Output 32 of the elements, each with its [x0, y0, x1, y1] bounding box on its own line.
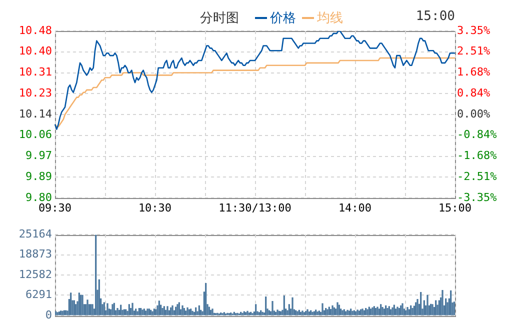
y-tick-label: 10.31 [18, 66, 52, 79]
y-tick-label: 9.97 [26, 149, 52, 162]
text: 15:00 [416, 9, 455, 24]
y-tick-label: 10.23 [18, 86, 52, 100]
y2-tick-label: 3.35% [457, 24, 490, 37]
y-tick-label: 0 [45, 308, 52, 322]
y-tick-label: 9.89 [26, 170, 52, 183]
chart-title: 分时图 [200, 10, 239, 27]
y2-tick-label: -1.68% [457, 149, 498, 162]
x-tick-label: 09:30 [38, 201, 72, 214]
y-tick-label: 25164 [18, 227, 52, 240]
y2-tick-label: 2.51% [457, 44, 490, 58]
y2-tick-label: -3.35% [457, 190, 498, 204]
y-tick-label: 9.80 [26, 190, 52, 204]
x-tick-label: 10:30 [138, 201, 172, 214]
y-tick-label: 18873 [18, 248, 52, 261]
y2-tick-label: -2.51% [457, 170, 498, 183]
x-tick-label: 15:00 [438, 201, 472, 214]
y2-tick-label: 0.84% [457, 86, 490, 100]
y-tick-label: 10.40 [18, 44, 52, 58]
y-tick-label: 10.48 [18, 24, 52, 37]
legend-label: 均线 [317, 10, 343, 27]
y2-tick-label: 0.00% [457, 107, 490, 120]
legend-label: 价格 [270, 10, 296, 27]
x-tick-label: 11:30/13:00 [218, 201, 292, 214]
y-tick-label: 10.14 [18, 107, 52, 120]
y2-tick-label: -0.84% [457, 128, 498, 142]
y-tick-label: 10.06 [18, 128, 52, 142]
x-tick-label: 14:00 [338, 201, 372, 214]
y2-tick-label: 1.68% [457, 66, 490, 79]
y-tick-label: 6291 [26, 288, 52, 302]
y-tick-label: 12582 [18, 268, 52, 281]
